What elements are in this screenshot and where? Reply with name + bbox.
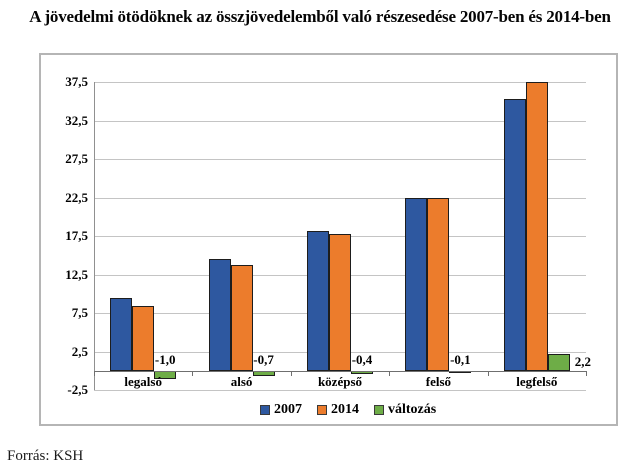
change-value-label: -0,1: [450, 352, 471, 367]
legend-swatch-2007-icon: [260, 405, 270, 415]
category-axis-tick: [94, 371, 95, 376]
legend-label-2007: 2007: [274, 402, 302, 417]
category-label-alsó: alsó: [230, 374, 253, 389]
legend: 2007 2014 változás: [260, 402, 436, 418]
y-tick-label: 2,5: [71, 343, 88, 359]
legend-swatch-2014-icon: [317, 405, 327, 415]
legend-item-2007: 2007: [260, 402, 302, 418]
change-value-label: -0,4: [351, 352, 373, 367]
chart-title: A jövedelmi ötödöknek az összjövedelembő…: [29, 7, 611, 26]
bar-2014-középső: [329, 233, 351, 371]
category-label-legfelső: legfelső: [516, 374, 558, 389]
y-axis-line: [94, 82, 95, 390]
bar-2007-legalsó: [110, 297, 133, 371]
y-tick-label: 27,5: [65, 151, 88, 167]
category-axis-tick: [586, 371, 587, 376]
y-tick-label: 37,5: [65, 74, 88, 89]
change-value-label: -0,7: [253, 352, 274, 367]
category-axis-tick: [389, 371, 391, 376]
category-axis-tick: [290, 371, 292, 376]
source-note: Forrás: KSH: [7, 448, 84, 464]
bar-2014-legfelső: [525, 82, 548, 371]
change-value-label: 2,2: [574, 354, 592, 369]
legend-label-valtozas: változás: [388, 402, 437, 417]
bar-2007-legfelső: [503, 99, 526, 371]
gridline: [94, 159, 586, 161]
y-tick-label: -2,5: [67, 382, 88, 398]
x-axis-zero-line: [94, 371, 586, 372]
y-tick-label: 12,5: [65, 266, 88, 282]
category-axis-tick: [192, 371, 194, 376]
bar-2007-középső: [307, 230, 329, 371]
bar-2014-legalsó: [132, 305, 155, 371]
change-value-label: -1,0: [154, 352, 176, 367]
gridline: [94, 120, 586, 122]
gridline: [94, 197, 586, 199]
bar-változás-legfelső: [547, 354, 570, 371]
legend-swatch-valtozas-icon: [374, 405, 384, 415]
gridline: [94, 82, 586, 83]
legend-label-2014: 2014: [331, 402, 359, 417]
category-label-legalsó: legalsó: [124, 374, 162, 389]
legend-item-2014: 2014: [317, 402, 359, 418]
y-tick-label: 32,5: [65, 112, 88, 128]
bar-2007-felső: [405, 197, 428, 371]
y-tick-label: 22,5: [65, 189, 88, 205]
bar-2014-alsó: [230, 264, 253, 371]
bar-2007-alsó: [208, 259, 231, 371]
category-axis-tick: [487, 371, 489, 376]
y-tick-label: 17,5: [65, 228, 88, 244]
category-label-felső: felső: [425, 374, 452, 389]
gridline: [94, 390, 586, 392]
y-tick-label: 7,5: [71, 305, 88, 321]
legend-item-valtozas: változás: [374, 402, 436, 418]
category-label-középső: középső: [317, 374, 363, 389]
bar-2014-felső: [427, 198, 450, 371]
